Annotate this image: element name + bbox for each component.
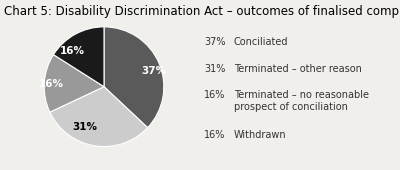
Wedge shape bbox=[104, 27, 164, 128]
Text: Terminated – other reason: Terminated – other reason bbox=[234, 64, 362, 74]
Wedge shape bbox=[50, 87, 148, 147]
Text: 31%: 31% bbox=[204, 64, 225, 74]
Text: Conciliated: Conciliated bbox=[234, 37, 288, 47]
Text: Chart 5: Disability Discrimination Act – outcomes of finalised complaints: Chart 5: Disability Discrimination Act –… bbox=[4, 5, 400, 18]
Wedge shape bbox=[54, 27, 104, 87]
Text: Terminated – no reasonable
prospect of conciliation: Terminated – no reasonable prospect of c… bbox=[234, 90, 369, 113]
Wedge shape bbox=[44, 55, 104, 112]
Text: 16%: 16% bbox=[59, 46, 84, 56]
Text: 16%: 16% bbox=[38, 79, 63, 89]
Text: 16%: 16% bbox=[204, 130, 225, 140]
Text: 37%: 37% bbox=[204, 37, 226, 47]
Text: 31%: 31% bbox=[73, 122, 98, 132]
Text: 37%: 37% bbox=[141, 66, 166, 75]
Text: Withdrawn: Withdrawn bbox=[234, 130, 287, 140]
Text: 16%: 16% bbox=[204, 90, 225, 100]
